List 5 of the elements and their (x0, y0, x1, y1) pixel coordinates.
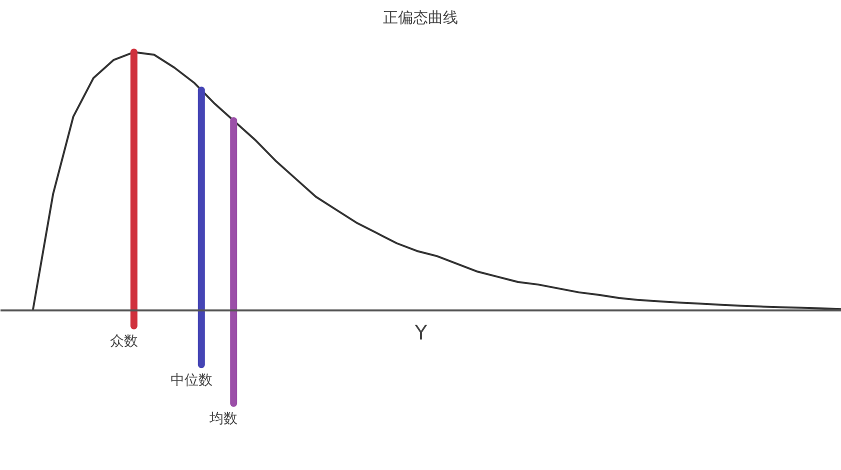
text: 众数 (110, 334, 138, 350)
text: 均数 (208, 411, 238, 428)
x-axis-title: Y (414, 320, 428, 345)
chart-title: 正偏态曲线 (383, 8, 458, 26)
text: 中位数 (170, 372, 212, 388)
